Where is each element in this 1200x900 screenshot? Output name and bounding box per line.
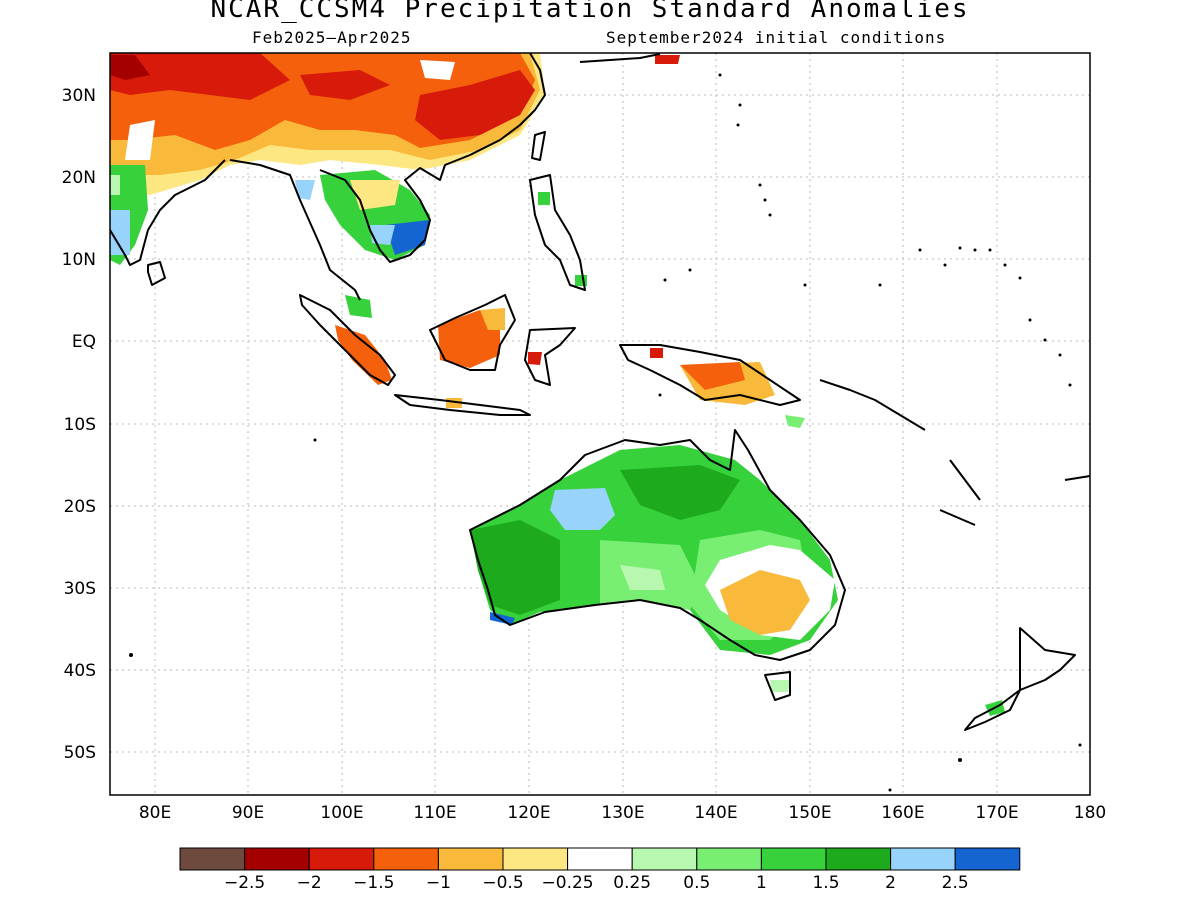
colorbar-swatch xyxy=(373,847,439,871)
colorbar-label: 0.25 xyxy=(613,873,651,893)
lat-label: 40S xyxy=(64,661,96,681)
lon-label: 130E xyxy=(601,803,644,823)
lon-label: 170E xyxy=(975,803,1018,823)
lon-label: 120E xyxy=(507,803,550,823)
lon-label: 80E xyxy=(139,803,171,823)
colorbar-label: 0.5 xyxy=(683,873,710,893)
colorbar-label: −0.5 xyxy=(482,873,523,893)
lon-label: 90E xyxy=(232,803,264,823)
lat-label: 10S xyxy=(64,415,96,435)
map-frame xyxy=(109,52,1091,796)
lat-label: 20N xyxy=(62,168,96,188)
lon-label: 110E xyxy=(413,803,456,823)
colorbar-swatch xyxy=(502,847,569,871)
colorbar-swatch xyxy=(760,847,827,871)
colorbar-swatch xyxy=(825,847,892,871)
colorbar-swatch xyxy=(308,847,375,871)
colorbar-swatch xyxy=(567,847,633,871)
latitude-axis: 30N 20N 10N EQ 10S 20S 30S 40S 50S xyxy=(62,86,96,763)
lon-label: 160E xyxy=(881,803,924,823)
colorbar-label: −1.5 xyxy=(353,873,394,893)
colorbar-swatch xyxy=(696,847,762,871)
colorbar-swatch xyxy=(631,847,698,871)
island-dots xyxy=(129,73,1082,792)
longitude-axis: 80E 90E 100E 110E 120E 130E 140E 150E 16… xyxy=(139,803,1106,823)
lon-label: 150E xyxy=(788,803,831,823)
colorbar-label: −1 xyxy=(426,873,451,893)
colorbar-swatch xyxy=(890,847,956,871)
initial-conditions: September2024 initial conditions xyxy=(606,28,947,47)
colorbar-label: 1 xyxy=(756,873,767,893)
colorbar-swatch xyxy=(244,847,310,871)
gridlines xyxy=(110,53,1090,795)
lon-label: 100E xyxy=(320,803,363,823)
lat-label: 10N xyxy=(62,250,96,270)
colorbar-label: 2.5 xyxy=(942,873,969,893)
colorbar-label: 1.5 xyxy=(812,873,839,893)
anomaly-shading xyxy=(110,53,1005,716)
colorbar-swatch xyxy=(179,847,246,871)
colorbar-swatch xyxy=(954,847,1021,871)
colorbar-label: 2 xyxy=(885,873,896,893)
colorbar-label: −2 xyxy=(297,873,322,893)
lat-label: 20S xyxy=(64,497,96,517)
lat-label: 30N xyxy=(62,86,96,106)
lat-label: 50S xyxy=(64,743,96,763)
forecast-period: Feb2025–Apr2025 xyxy=(252,28,412,47)
lat-label: 30S xyxy=(64,579,96,599)
lat-label: EQ xyxy=(72,332,96,352)
colorbar-swatch xyxy=(437,847,504,871)
lon-label: 140E xyxy=(694,803,737,823)
map-title: NCAR_CCSM4 Precipitation Standard Anomal… xyxy=(210,0,970,24)
coastlines xyxy=(109,52,1091,731)
colorbar-label: −0.25 xyxy=(542,873,594,893)
colorbar: −2.5 −2 −1.5 −1 −0.5 −0.25 0.25 0.5 1 1.5 2 2.5 xyxy=(179,847,1021,893)
colorbar-label: −2.5 xyxy=(224,873,265,893)
lon-label: 180 xyxy=(1074,803,1106,823)
